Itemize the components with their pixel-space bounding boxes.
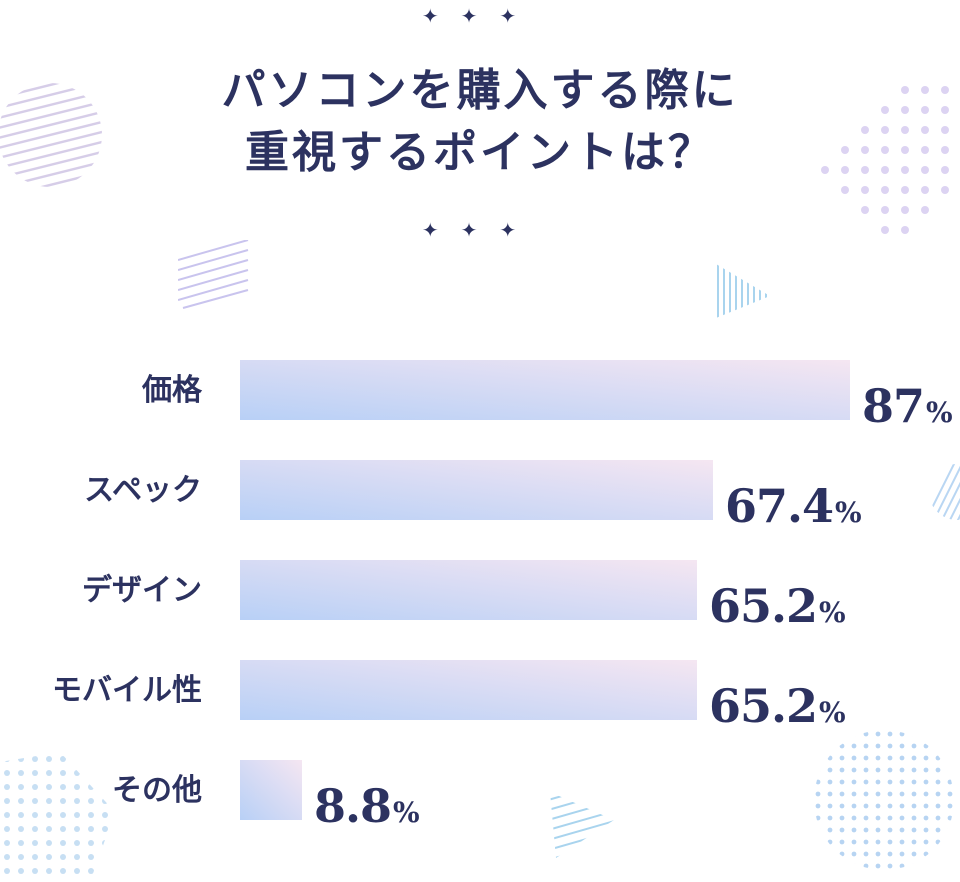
value-label: 87% xyxy=(862,379,953,433)
category-label: 価格 xyxy=(141,373,203,408)
stars-bottom: ✦✦✦ xyxy=(421,218,539,242)
value-label: 8.8% xyxy=(314,779,420,833)
category-label: デザイン xyxy=(82,573,202,608)
category-label: スペック xyxy=(84,473,202,508)
value-unit: % xyxy=(835,496,862,529)
value-number: 8.8 xyxy=(314,779,391,833)
bar xyxy=(240,360,850,420)
value-unit: % xyxy=(393,796,420,829)
bar xyxy=(240,560,697,620)
value-label: 67.4% xyxy=(725,479,862,533)
chart-title: パソコンを購入する際に 重視するポイントは？ xyxy=(0,60,960,184)
title-line-1: パソコンを購入する際に xyxy=(221,65,739,116)
value-unit: % xyxy=(926,396,953,429)
value-unit: % xyxy=(819,696,846,729)
bar xyxy=(240,760,302,820)
value-number: 67.4 xyxy=(725,479,833,533)
value-number: 65.2 xyxy=(709,679,817,733)
bar xyxy=(240,660,697,720)
value-label: 65.2% xyxy=(709,679,846,733)
category-label: モバイル性 xyxy=(52,673,202,708)
title-line-2: 重視するポイントは？ xyxy=(245,127,715,178)
value-number: 65.2 xyxy=(709,579,817,633)
value-label: 65.2% xyxy=(709,579,846,633)
value-number: 87 xyxy=(862,379,924,433)
value-unit: % xyxy=(819,596,846,629)
stars-top: ✦✦✦ xyxy=(421,4,539,28)
category-label: その他 xyxy=(112,773,202,808)
bar xyxy=(240,460,713,520)
